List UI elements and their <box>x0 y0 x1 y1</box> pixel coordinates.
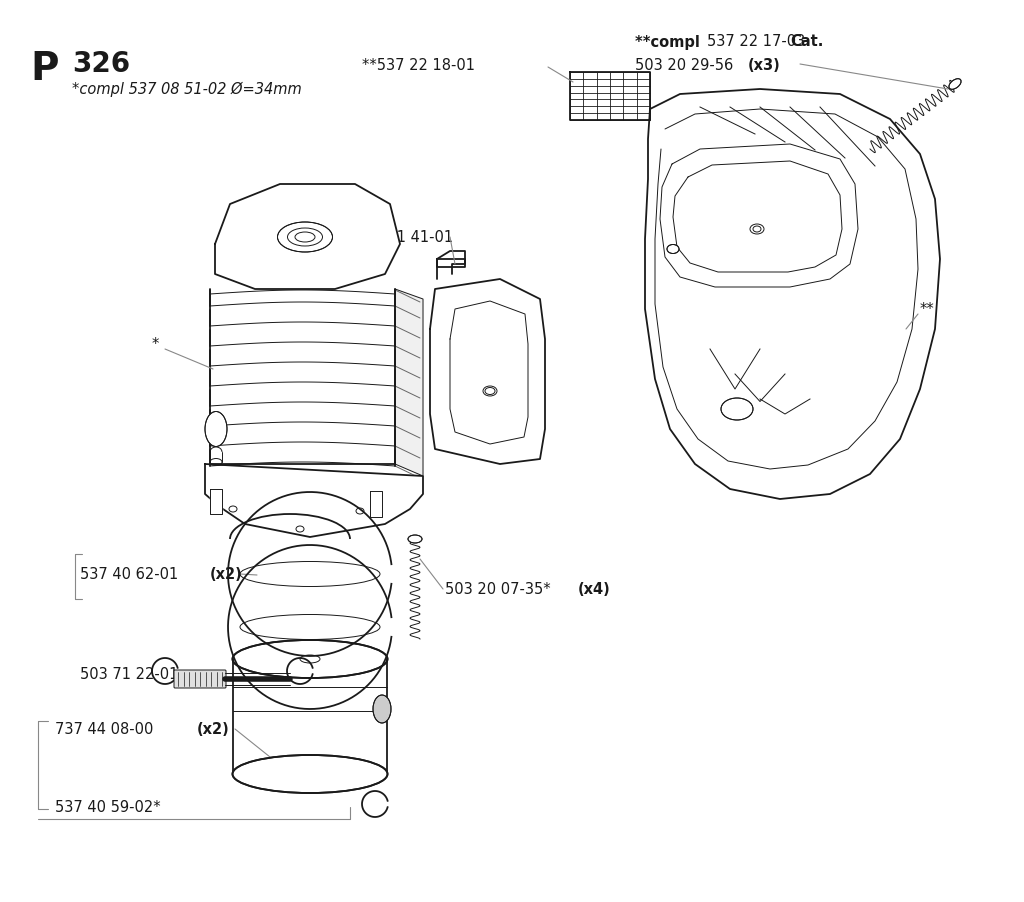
Ellipse shape <box>205 412 227 447</box>
Text: (x3): (x3) <box>748 58 780 72</box>
Polygon shape <box>395 290 423 476</box>
FancyBboxPatch shape <box>174 670 226 688</box>
Text: 537 22 17-03: 537 22 17-03 <box>707 34 810 50</box>
Text: 503 71 22-01: 503 71 22-01 <box>80 667 178 682</box>
Ellipse shape <box>750 225 764 235</box>
Text: P: P <box>30 50 58 87</box>
Polygon shape <box>645 90 940 500</box>
Polygon shape <box>205 465 423 538</box>
Text: **: ** <box>920 302 935 318</box>
Text: **537 22 18-01: **537 22 18-01 <box>362 58 475 72</box>
Polygon shape <box>660 145 858 288</box>
Text: (x4): (x4) <box>578 582 610 597</box>
Text: *compl 537 08 51-02 Ø=34mm: *compl 537 08 51-02 Ø=34mm <box>72 82 302 97</box>
Polygon shape <box>210 490 222 514</box>
Polygon shape <box>370 492 382 518</box>
Ellipse shape <box>278 223 333 253</box>
Text: **compl: **compl <box>635 34 705 50</box>
Ellipse shape <box>408 536 422 543</box>
Text: (x2): (x2) <box>197 722 229 737</box>
Text: 326: 326 <box>72 50 130 78</box>
Ellipse shape <box>483 387 497 397</box>
Polygon shape <box>437 260 465 268</box>
Ellipse shape <box>232 640 387 678</box>
Ellipse shape <box>949 79 962 90</box>
Polygon shape <box>430 280 545 465</box>
Text: 737 44 08-00: 737 44 08-00 <box>55 722 158 737</box>
Ellipse shape <box>667 245 679 254</box>
Ellipse shape <box>373 695 391 723</box>
Ellipse shape <box>721 399 753 420</box>
Text: (x2): (x2) <box>210 566 243 582</box>
Text: Cat.: Cat. <box>790 34 823 50</box>
Ellipse shape <box>232 755 387 793</box>
Polygon shape <box>215 185 400 290</box>
Text: 503 20 29-56: 503 20 29-56 <box>635 58 738 72</box>
Text: 537 40 62-01: 537 40 62-01 <box>80 566 183 582</box>
Text: 503 20 07-35*: 503 20 07-35* <box>445 582 560 597</box>
Text: 537 40 59-02*: 537 40 59-02* <box>55 799 161 815</box>
Text: *: * <box>152 337 160 352</box>
Text: 537 01 41-01: 537 01 41-01 <box>355 230 454 245</box>
